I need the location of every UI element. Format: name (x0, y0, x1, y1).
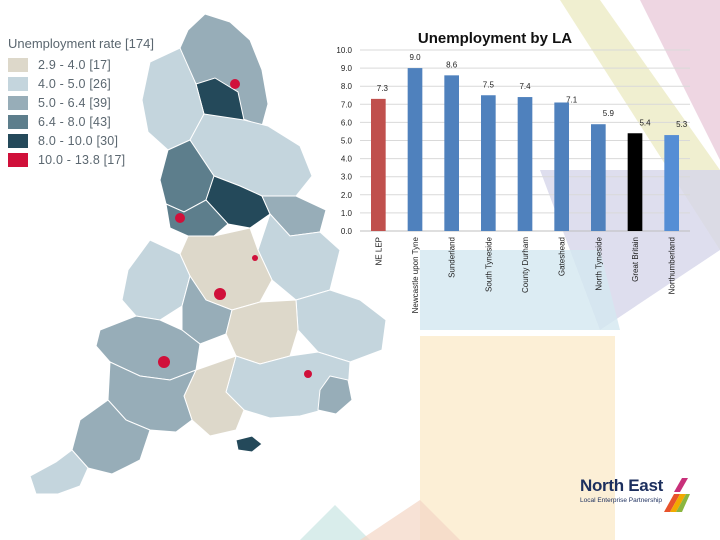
logo-subtitle: Local Enterprise Partnership (580, 497, 663, 504)
legend-swatch (8, 76, 28, 91)
y-tick-label: 10.0 (336, 46, 352, 55)
legend-label: 2.9 - 4.0 [17] (38, 57, 111, 72)
data-label: 8.6 (446, 60, 458, 69)
bar (371, 98, 386, 232)
x-tick-label: Gateshead (558, 237, 567, 276)
legend-swatch (8, 152, 28, 167)
bg-peach-block (420, 336, 615, 540)
label-layer: 0.0 1.0 2.0 3.0 4.0 5.0 6.0 7.0 8.0 9.0 10.0 7.3 NE … (336, 46, 687, 313)
map-hotspot-bristol (158, 356, 170, 368)
x-tick-label: NE LEP (374, 237, 383, 265)
legend-swatch (8, 95, 28, 110)
y-tick-label: 1.0 (341, 209, 353, 218)
map-region-northwest-urban (165, 199, 229, 237)
data-label: 7.5 (483, 80, 495, 89)
y-tick-label: 6.0 (341, 118, 353, 127)
y-tick-label: 0.0 (341, 227, 353, 236)
bg-pink-triangle (640, 0, 720, 160)
x-tick-label: Northumberland (668, 237, 677, 294)
bg-bottom-shape-2 (360, 500, 460, 540)
y-tick-label: 9.0 (341, 64, 353, 73)
data-label: 5.3 (676, 120, 688, 129)
data-label: 7.1 (566, 95, 578, 104)
bar (627, 133, 643, 231)
data-label: 9.0 (409, 53, 421, 62)
bar (481, 95, 496, 231)
chart-title: Unemployment by LA (417, 30, 573, 47)
bar (664, 135, 679, 231)
x-tick-label: North Tyneside (594, 236, 603, 290)
data-label: 5.4 (639, 118, 651, 127)
legend-label: 10.0 - 13.8 [17] (38, 152, 126, 167)
map-region-kent (317, 375, 353, 415)
map-hotspot-liverpool (175, 213, 185, 223)
legend-label: 6.4 - 8.0 [43] (38, 114, 111, 129)
legend-label: 4.0 - 5.0 [26] (38, 76, 111, 91)
map-hotspot-london (304, 370, 312, 378)
bg-blue-triangle (420, 250, 620, 330)
logo-mark (664, 478, 690, 512)
data-label: 5.9 (603, 109, 615, 118)
y-tick-label: 7.0 (341, 100, 353, 109)
y-tick-label: 2.0 (341, 191, 353, 200)
logo-name: North East (580, 476, 663, 495)
map-hotspot-middlesbrough (230, 79, 240, 89)
y-tick-label: 3.0 (341, 173, 353, 182)
x-tick-label: Great Britain (631, 237, 640, 282)
x-tick-label: South Tyneside (484, 236, 493, 292)
x-tick-label: Sunderland (448, 237, 457, 278)
legend-item: 5.0 - 6.4 [39] (8, 93, 154, 112)
map-hotspot-leicester (252, 255, 258, 261)
legend-label: 8.0 - 10.0 [30] (38, 133, 119, 148)
legend-items: 2.9 - 4.0 [17] 4.0 - 5.0 [26] 5.0 - 6.4 [3… (8, 55, 154, 169)
legend-swatch (8, 57, 28, 72)
bg-bottom-shape (300, 505, 370, 540)
bar (444, 75, 459, 231)
map-legend: Unemployment rate [174] 2.9 - 4.0 [17] 4.… (8, 36, 154, 169)
legend-item: 6.4 - 8.0 [43] (8, 112, 154, 131)
data-label: 7.3 (377, 84, 389, 93)
map-region-east-anglia (295, 289, 387, 363)
map-hotspot-birmingham (214, 288, 226, 300)
bar-layer (371, 68, 679, 232)
y-tick-label: 5.0 (341, 137, 353, 146)
x-tick-label: County Durham (521, 237, 530, 293)
legend-item: 8.0 - 10.0 [30] (8, 131, 154, 150)
y-tick-label: 8.0 (341, 82, 353, 91)
bar (554, 102, 569, 232)
map-region-isle-of-wight (235, 435, 263, 453)
map-region-cornwall (29, 449, 89, 495)
legend-item: 2.9 - 4.0 [17] (8, 55, 154, 74)
legend-swatch (8, 133, 28, 148)
map-region-west-midlands (181, 274, 233, 345)
legend-title: Unemployment rate [174] (8, 36, 154, 51)
legend-label: 5.0 - 6.4 [39] (38, 95, 111, 110)
bar (591, 124, 606, 231)
y-tick-label: 4.0 (341, 155, 353, 164)
x-tick-label: Newcastle upon Tyne (411, 236, 420, 313)
bar (517, 97, 533, 231)
north-east-lep-logo: North East Local Enterprise Partnership (580, 476, 690, 516)
bar (407, 68, 423, 231)
data-label: 7.4 (519, 82, 531, 91)
legend-swatch (8, 114, 28, 129)
legend-item: 4.0 - 5.0 [26] (8, 74, 154, 93)
legend-item: 10.0 - 13.8 [17] (8, 150, 154, 169)
